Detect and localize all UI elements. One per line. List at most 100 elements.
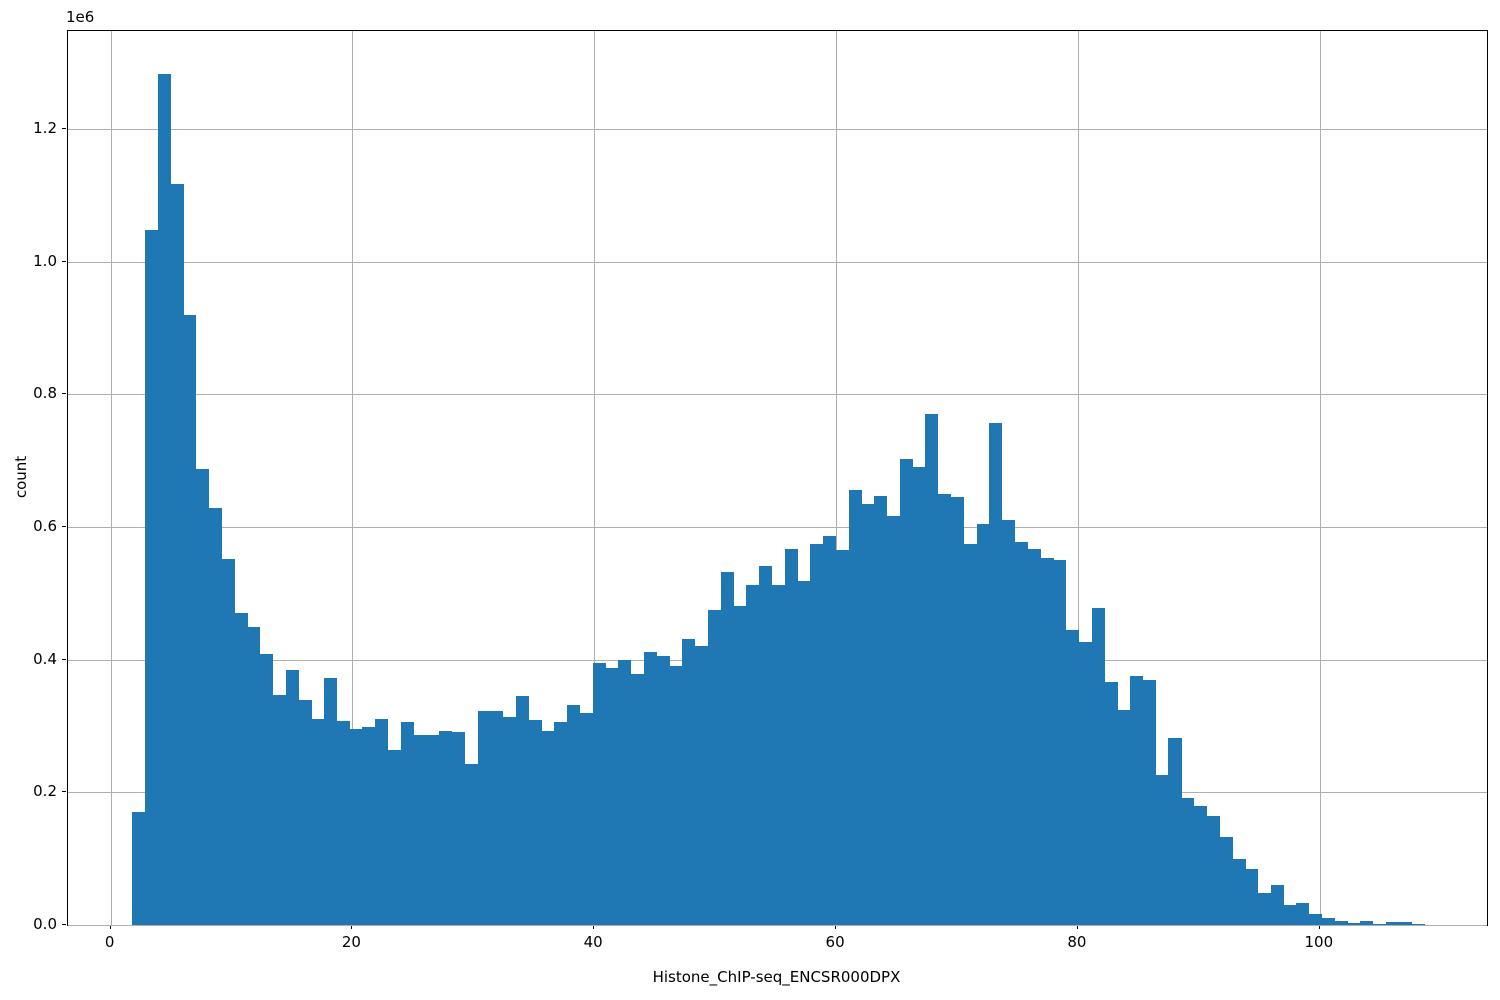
histogram-bar — [1206, 815, 1220, 925]
histogram-bar — [234, 612, 248, 925]
y-tick-label: 0.8 — [33, 384, 57, 403]
histogram-bar — [861, 504, 875, 925]
histogram-bar — [349, 729, 363, 925]
histogram-bar — [695, 645, 709, 925]
histogram-bar — [1232, 859, 1246, 925]
histogram-bar — [746, 585, 760, 925]
histogram-bar — [567, 704, 581, 925]
y-gridline — [68, 394, 1487, 396]
x-gridline — [836, 31, 838, 925]
histogram-bar — [132, 812, 146, 925]
histogram-bar — [1321, 918, 1336, 925]
histogram-bar — [874, 496, 888, 925]
histogram-bar — [1283, 905, 1297, 925]
histogram-bar — [1373, 923, 1387, 925]
histogram-bar — [260, 653, 274, 925]
histogram-bar — [797, 580, 811, 925]
histogram-bar — [1053, 560, 1067, 925]
histogram-bar — [554, 721, 568, 925]
x-tick-label: 20 — [341, 933, 361, 951]
histogram-bar — [516, 696, 530, 925]
histogram-bar — [1181, 798, 1195, 925]
histogram-bar — [1040, 558, 1054, 925]
y-tick-mark — [62, 924, 66, 925]
y-tick-label: 1.2 — [33, 118, 57, 137]
x-gridline — [110, 31, 112, 925]
histogram-bar — [336, 720, 350, 925]
histogram-bar — [1014, 542, 1029, 925]
histogram-bar — [1078, 642, 1092, 925]
histogram-bar — [784, 548, 798, 925]
histogram-bar — [682, 639, 696, 925]
histogram-bar — [208, 507, 223, 925]
x-tick-label: 40 — [583, 933, 603, 951]
x-tick-mark — [1076, 925, 1078, 929]
histogram-bar — [1245, 869, 1259, 925]
histogram-bar — [272, 695, 287, 925]
histogram-bar — [631, 674, 645, 925]
histogram-bar — [1219, 837, 1233, 925]
histogram-bar — [324, 678, 338, 925]
y-tick-mark — [62, 658, 66, 660]
histogram-bar — [976, 523, 990, 925]
x-gridline — [352, 31, 354, 925]
y-tick-mark — [62, 393, 66, 395]
histogram-bar — [528, 719, 542, 925]
y-tick-label: 0.0 — [33, 915, 57, 933]
histogram-bar — [1309, 914, 1323, 925]
histogram-bar — [720, 572, 734, 925]
histogram-bar — [899, 458, 913, 925]
histogram-bar — [592, 662, 606, 925]
histogram-bar — [912, 467, 926, 925]
histogram-bar — [247, 627, 261, 925]
histogram-bar — [618, 660, 632, 925]
histogram-bar — [1411, 924, 1425, 925]
histogram-bar — [1117, 710, 1131, 925]
histogram-bar — [810, 543, 824, 925]
histogram-bar — [605, 668, 619, 925]
y-tick-mark — [62, 791, 66, 793]
y-tick-label: 0.4 — [33, 649, 57, 668]
x-tick-label: 60 — [825, 933, 845, 951]
y-tick-label: 0.2 — [33, 782, 57, 801]
y-axis-offset-text: 1e6 — [66, 8, 95, 26]
histogram-bar — [733, 605, 747, 925]
histogram-bar — [298, 700, 312, 925]
histogram-bar — [759, 566, 773, 925]
histogram-bar — [1347, 922, 1361, 925]
histogram-bar — [707, 609, 721, 925]
histogram-bar — [656, 656, 670, 925]
histogram-bar — [1398, 922, 1412, 925]
histogram-bar — [1091, 607, 1105, 925]
histogram-bar — [1066, 629, 1080, 925]
histogram-bar — [1385, 922, 1400, 925]
x-tick-label: 100 — [1304, 933, 1334, 951]
histogram-bar — [1104, 681, 1118, 925]
histogram-bar — [771, 584, 785, 925]
histogram-bar — [157, 73, 171, 925]
histogram-bar — [426, 734, 440, 925]
histogram-bar — [1258, 893, 1272, 925]
histogram-bar — [375, 719, 389, 925]
x-tick-mark — [1318, 925, 1320, 929]
histogram-bar — [1155, 775, 1169, 925]
histogram-bar — [452, 731, 466, 925]
x-gridline — [1077, 31, 1079, 925]
histogram-bar — [925, 414, 939, 925]
histogram-bar — [950, 497, 965, 925]
histogram-bar — [439, 730, 453, 925]
histogram-bar — [413, 734, 427, 925]
histogram-bar — [1270, 884, 1284, 925]
y-tick-mark — [62, 525, 66, 527]
histogram-bar — [221, 559, 235, 925]
histogram-bar — [490, 711, 504, 925]
histogram-bar — [1168, 737, 1182, 925]
x-tick-mark — [835, 925, 837, 929]
histogram-bar — [183, 314, 197, 925]
histogram-bar — [503, 716, 517, 925]
histogram-bar — [362, 726, 376, 925]
histogram-bar — [963, 543, 977, 925]
histogram-bar — [938, 494, 952, 925]
y-gridline — [68, 128, 1487, 130]
histogram-bar — [643, 651, 658, 925]
